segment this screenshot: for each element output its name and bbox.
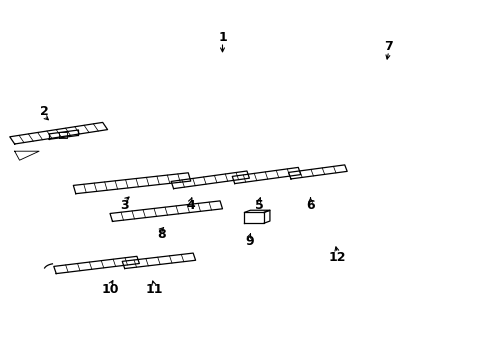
Text: 9: 9 [244,235,253,248]
Text: 10: 10 [101,283,119,296]
Text: 8: 8 [157,228,165,240]
Text: 4: 4 [186,199,195,212]
Text: 6: 6 [305,199,314,212]
Text: 5: 5 [254,199,263,212]
Text: 7: 7 [384,40,392,53]
Text: 11: 11 [145,283,163,296]
Text: 1: 1 [218,31,226,44]
Text: 2: 2 [40,105,48,118]
Text: 12: 12 [328,251,346,264]
Text: 3: 3 [120,199,129,212]
